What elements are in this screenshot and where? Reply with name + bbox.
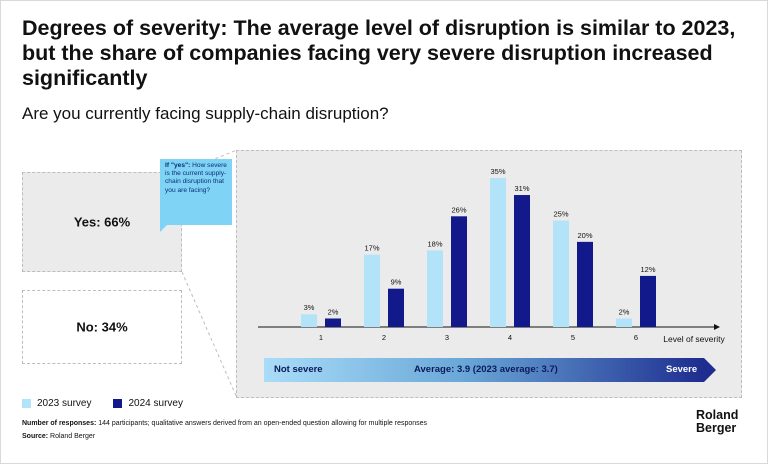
question-callout: If "yes": How severe is the current supp… xyxy=(160,159,232,225)
footnote-responses-text: 144 participants; qualitative answers de… xyxy=(96,420,428,427)
footnote-source: Source: Roland Berger xyxy=(22,433,95,440)
page-subtitle: Are you currently facing supply-chain di… xyxy=(22,104,389,123)
data-label-2023-survey-2: 17% xyxy=(364,244,379,253)
no-answer-box: No: 34% xyxy=(22,290,182,364)
page-title: Degrees of severity: The average level o… xyxy=(22,16,736,90)
chart-panel xyxy=(236,150,742,398)
bar-2024-survey-4 xyxy=(514,195,530,327)
x-tick-label-3: 3 xyxy=(445,333,449,342)
severity-scale: Not severe Average: 3.9 (2023 average: 3… xyxy=(264,358,716,382)
data-label-2024-survey-4: 31% xyxy=(514,184,529,193)
data-label-2024-survey-5: 20% xyxy=(577,231,592,240)
data-label-2024-survey-6: 12% xyxy=(640,265,655,274)
bar-2023-survey-5 xyxy=(553,220,569,327)
x-tick-label-1: 1 xyxy=(319,333,323,342)
data-label-2023-survey-3: 18% xyxy=(427,239,442,248)
callout-lead: If "yes": xyxy=(165,162,191,169)
data-label-2024-survey-3: 26% xyxy=(451,205,466,214)
chart-legend: 2023 survey 2024 survey xyxy=(22,398,183,409)
bar-2023-survey-6 xyxy=(616,318,632,327)
legend-item-2024: 2024 survey xyxy=(113,398,183,409)
legend-swatch-2024 xyxy=(113,399,123,408)
footnote-responses-label: Number of responses: xyxy=(22,420,97,427)
bar-2023-survey-3 xyxy=(427,250,443,327)
footnote-responses: Number of responses: 144 participants; q… xyxy=(22,420,427,427)
legend-swatch-2023 xyxy=(22,399,31,408)
x-axis-arrow-icon xyxy=(714,324,720,330)
bar-2023-survey-1 xyxy=(301,314,317,327)
scale-not-severe: Not severe xyxy=(274,364,323,375)
x-axis-label: Level of severity xyxy=(663,334,725,344)
data-label-2023-survey-4: 35% xyxy=(490,167,505,176)
x-tick-label-2: 2 xyxy=(382,333,386,342)
severity-gradient xyxy=(264,358,704,382)
yes-answer-label: Yes: 66% xyxy=(73,214,131,230)
data-label-2023-survey-6: 2% xyxy=(619,307,630,316)
yes-answer-box: Yes: 66% xyxy=(22,172,182,272)
x-tick-label-4: 4 xyxy=(508,333,512,342)
bar-2024-survey-2 xyxy=(388,288,404,327)
severity-bar-chart: 3% 2% 1 17% 9% 2 18% 26% 3 35% 31% 4 25% 20% 5 2% 12% 6 Le… xyxy=(258,167,725,344)
legend-label-2024: 2024 survey xyxy=(128,398,183,409)
callout-text: How severe is the current supply-chain d… xyxy=(165,162,227,194)
footnote-source-text: Roland Berger xyxy=(48,433,96,440)
logo-line-2: Berger xyxy=(696,421,737,435)
data-label-2023-survey-5: 25% xyxy=(553,210,568,219)
x-tick-label-6: 6 xyxy=(634,333,638,342)
scale-severe: Severe xyxy=(666,364,698,375)
dashed-connector xyxy=(182,150,237,398)
severity-arrow-icon xyxy=(704,358,716,382)
scale-average: Average: 3.9 (2023 average: 3.7) xyxy=(414,364,558,375)
bar-2023-survey-2 xyxy=(364,254,380,327)
legend-item-2023: 2023 survey xyxy=(22,398,91,409)
bar-2024-survey-6 xyxy=(640,275,656,327)
legend-label-2023: 2023 survey xyxy=(37,398,92,409)
bar-2023-survey-4 xyxy=(490,178,506,327)
bar-2024-survey-5 xyxy=(577,241,593,327)
roland-berger-logo: Roland Berger xyxy=(696,409,738,435)
footnote-source-label: Source: xyxy=(22,433,49,440)
logo-line-1: Roland xyxy=(696,408,739,422)
callout-tail xyxy=(160,224,168,232)
data-label-2023-survey-1: 3% xyxy=(304,303,315,312)
data-label-2024-survey-1: 2% xyxy=(328,307,339,316)
bar-2024-survey-1 xyxy=(325,318,341,327)
bar-2024-survey-3 xyxy=(451,216,467,327)
data-label-2024-survey-2: 9% xyxy=(391,278,402,287)
x-tick-label-5: 5 xyxy=(571,333,575,342)
no-answer-label: No: 34% xyxy=(76,319,128,335)
